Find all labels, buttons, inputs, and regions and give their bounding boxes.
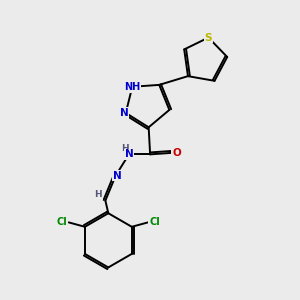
Text: S: S [205, 33, 212, 43]
Text: Cl: Cl [57, 218, 68, 227]
Text: H: H [121, 144, 128, 153]
Text: N: N [113, 171, 122, 181]
Text: H: H [94, 190, 102, 199]
Text: NH: NH [124, 82, 140, 92]
Text: O: O [172, 148, 181, 158]
Text: N: N [124, 149, 133, 159]
Text: N: N [120, 108, 129, 118]
Text: Cl: Cl [149, 218, 160, 227]
